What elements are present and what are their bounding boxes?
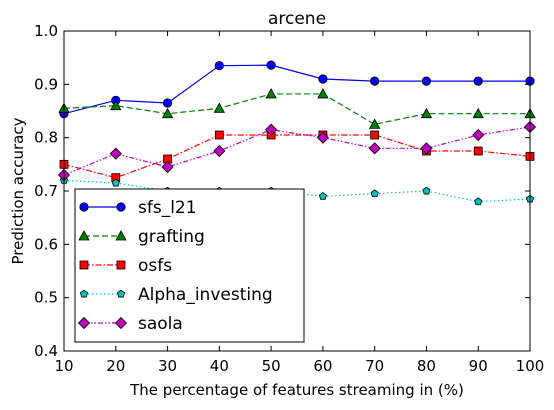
data-point [368, 142, 381, 155]
data-point [474, 197, 483, 206]
series-1 [59, 60, 535, 119]
series-line [63, 93, 530, 125]
legend-label: Alpha_investing [138, 285, 273, 305]
y-tick-label: 0.6 [34, 235, 58, 253]
legend-marker [114, 316, 128, 330]
series-line [63, 126, 531, 176]
data-point [162, 98, 173, 108]
x-tick-label: 90 [469, 357, 488, 375]
data-point [368, 118, 381, 129]
data-point [214, 61, 224, 71]
data-point [421, 76, 432, 86]
legend-marker [78, 230, 90, 241]
legend-entry: saola [77, 314, 183, 334]
series-5 [57, 120, 537, 182]
series-line [63, 64, 530, 115]
x-tick-label: 80 [417, 357, 436, 375]
legend-label: grafting [138, 227, 205, 247]
y-tick-label: 0.7 [34, 182, 58, 200]
legend-marker [116, 289, 126, 298]
y-tick-label: 0.9 [34, 75, 58, 93]
x-tick-label: 60 [313, 357, 332, 375]
legend-label: osfs [138, 256, 172, 276]
data-point [318, 192, 327, 200]
legend-marker [77, 316, 91, 330]
x-tick-label: 40 [210, 357, 229, 375]
legend-marker [116, 260, 126, 270]
data-point [111, 178, 120, 187]
data-point [318, 74, 328, 84]
data-point [422, 186, 431, 195]
y-tick-label: 1.0 [34, 22, 58, 40]
data-point [420, 107, 433, 119]
chart-title: arcene [268, 9, 326, 29]
data-point [109, 147, 122, 160]
data-point [472, 128, 485, 142]
x-tick-label: 50 [262, 357, 281, 375]
data-point [472, 107, 484, 119]
y-tick-label: 0.5 [34, 289, 58, 307]
legend-marker [115, 230, 127, 241]
y-axis-label: Prediction accuracy [9, 117, 27, 264]
data-point [161, 160, 174, 174]
legend-marker [116, 202, 126, 212]
data-point [370, 130, 380, 140]
data-point [265, 88, 277, 99]
data-point [266, 60, 276, 70]
x-tick-label: 10 [54, 357, 73, 375]
x-tick-label: 30 [158, 357, 177, 375]
data-point [317, 88, 329, 99]
data-point [110, 99, 122, 111]
legend-entry: grafting [78, 227, 205, 247]
legend-marker [79, 289, 89, 298]
data-point [473, 76, 483, 86]
legend-entry: Alpha_investing [79, 285, 273, 305]
series-line [63, 134, 531, 179]
tick-layer: 10 20 30 40 50 60 70 80 90 100 0.4 0.5 0.6 0.7 0.8 0.9 1… [34, 22, 544, 375]
y-tick-label: 0.4 [34, 342, 58, 360]
legend-marker [79, 260, 89, 270]
legend-entry: osfs [79, 256, 172, 276]
legend-box [74, 188, 305, 343]
legend-label: saola [138, 314, 183, 334]
data-point [420, 142, 433, 155]
data-point [370, 189, 379, 198]
data-point [316, 131, 329, 144]
data-point [214, 130, 224, 140]
data-point [213, 144, 226, 158]
x-tick-label: 100 [516, 357, 545, 375]
legend-marker [79, 202, 89, 212]
data-point [161, 107, 174, 119]
x-tick-label: 20 [106, 357, 125, 375]
legend-entry: sfs_l21 [79, 198, 197, 218]
data-point [265, 123, 278, 136]
y-tick-label: 0.8 [34, 129, 58, 147]
x-axis-label: The percentage of features streaming in … [129, 381, 464, 399]
data-point [370, 76, 380, 86]
data-point [473, 146, 483, 156]
data-point [213, 102, 226, 113]
legend-label: sfs_l21 [138, 198, 197, 218]
x-tick-label: 70 [365, 357, 384, 375]
